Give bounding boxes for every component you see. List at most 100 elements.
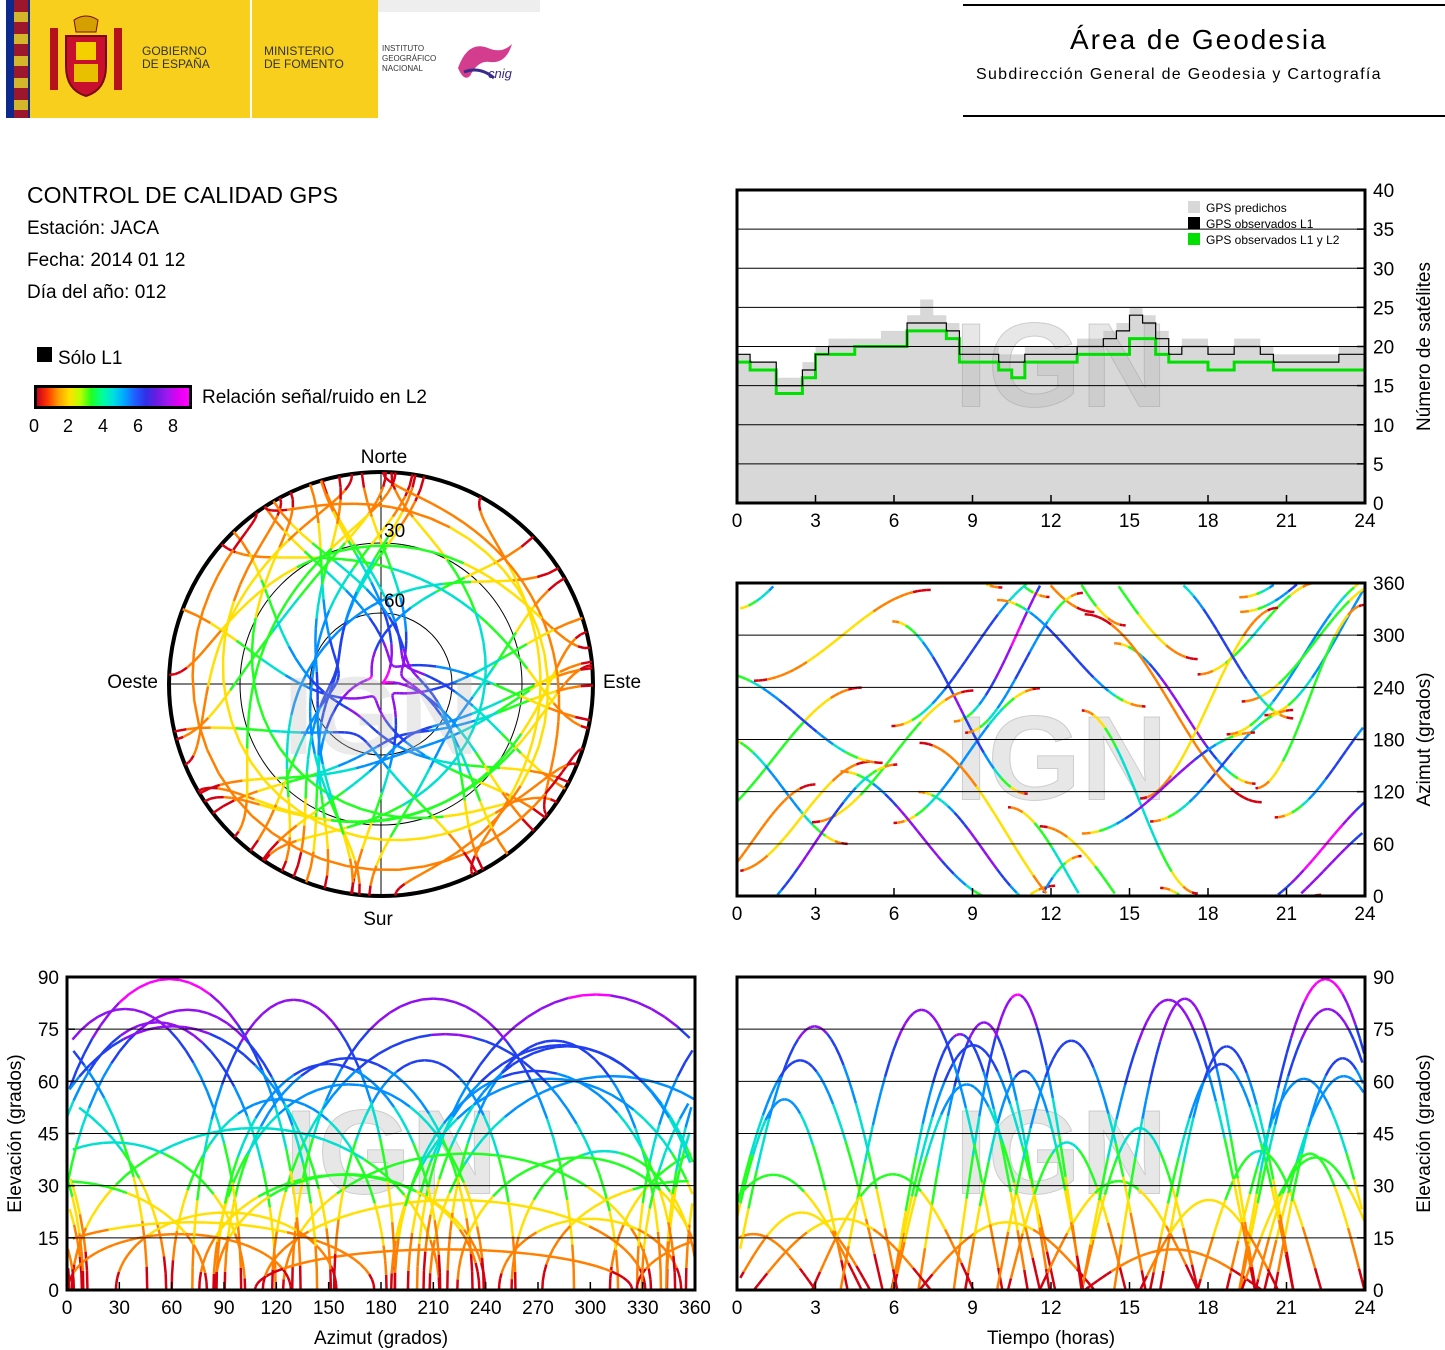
elaz-track-segment — [172, 1025, 185, 1029]
az-track-segment — [921, 641, 928, 648]
elaz-track-segment — [461, 1143, 469, 1161]
skyplot-track-segment — [393, 710, 398, 718]
elaz-track-segment — [641, 1081, 653, 1094]
skyplot-track-segment — [421, 729, 430, 733]
skyplot-track-segment — [217, 772, 235, 797]
az-track-segment — [1235, 640, 1242, 648]
elaz-track-segment — [607, 1159, 618, 1166]
elt-track-segment — [862, 1277, 868, 1285]
skyplot-track-segment — [394, 775, 403, 785]
skyplot-track-segment — [269, 840, 280, 852]
elaz-track-segment — [143, 1145, 155, 1151]
elaz-track-segment — [319, 1248, 326, 1256]
skyplot-track-segment — [354, 519, 364, 528]
elt-track-segment — [1270, 1187, 1277, 1204]
elaz-track-segment — [210, 1101, 218, 1120]
az-track-segment — [1066, 836, 1073, 842]
az-track-segment — [1027, 816, 1033, 821]
az-track-segment — [1291, 809, 1296, 814]
az-track-segment — [1187, 718, 1193, 726]
elt-track-segment — [1194, 1251, 1201, 1256]
skyplot-track-segment — [335, 789, 346, 799]
skyplot-track-segment — [360, 605, 372, 614]
elt-track-segment — [1142, 1127, 1147, 1132]
elaz-track-segment — [487, 1127, 495, 1142]
skyplot-track-segment — [206, 749, 220, 774]
skyplot-track-segment — [389, 827, 397, 838]
skyplot-track-segment — [269, 804, 278, 818]
elt-track-segment — [805, 1126, 811, 1137]
elaz-track-segment — [498, 1201, 514, 1206]
elt-track-segment — [1295, 1039, 1303, 1051]
skyplot-track-segment — [283, 525, 290, 537]
az-track-segment — [985, 583, 991, 587]
elaz-track-segment — [359, 1263, 367, 1270]
elaz-track-segment — [378, 1045, 393, 1055]
elaz-track-segment — [433, 1179, 441, 1198]
elaz-track-segment — [286, 1181, 298, 1189]
az-track-segment — [932, 705, 938, 711]
elaz-track-segment — [326, 1173, 337, 1177]
instituto-line-2: GEOGRÁFICO — [382, 54, 437, 63]
elt-track-segment — [1322, 1094, 1329, 1103]
skyplot-track-segment — [374, 811, 390, 820]
elt-track-segment — [1014, 993, 1018, 997]
skyplot-track-segment — [419, 476, 426, 490]
count-ylabel: Número de satélites — [1414, 262, 1435, 431]
az-track-segment — [813, 836, 820, 845]
elaz-track-segment — [367, 1059, 378, 1066]
skyplot-track-segment — [301, 667, 311, 679]
elaz-xtick-label: 0 — [62, 1298, 73, 1319]
az-track-segment — [978, 699, 984, 706]
skyplot-track-segment — [575, 715, 591, 722]
az-track-segment — [999, 872, 1005, 879]
elaz-track-segment — [675, 1131, 685, 1148]
skyplot-track-segment — [235, 727, 248, 731]
skyplot-track-segment — [427, 815, 444, 820]
az-track-segment — [760, 593, 766, 599]
elaz-track-segment — [68, 1276, 73, 1282]
count-ytick-label: 5 — [1373, 455, 1384, 476]
elaz-track-segment — [632, 1108, 646, 1121]
skyplot-track-segment — [345, 569, 358, 581]
elt-track-segment — [1054, 1116, 1061, 1136]
elaz-track-segment — [97, 1011, 108, 1018]
elt-track-segment — [1289, 1167, 1295, 1175]
az-track-segment — [947, 805, 953, 811]
skyplot-track-segment — [392, 700, 396, 706]
az-track-segment — [1188, 797, 1194, 803]
az-track-segment — [1104, 614, 1109, 620]
az-track-segment — [805, 817, 811, 823]
az-track-segment — [984, 625, 991, 633]
elt-track-segment — [798, 1186, 806, 1193]
az-track-segment — [799, 716, 806, 723]
elaz-track-segment — [409, 1105, 421, 1116]
elt-track-segment — [1041, 1050, 1048, 1066]
az-track-segment — [1292, 589, 1298, 594]
elt-track-segment — [914, 1182, 921, 1197]
az-track-segment — [1141, 658, 1148, 667]
az-track-segment — [1350, 608, 1355, 613]
az-track-segment — [805, 848, 812, 857]
az-track-segment — [1167, 700, 1175, 709]
az-track-segment — [921, 805, 928, 812]
skyplot-track-segment — [403, 620, 408, 632]
az-track-segment — [848, 687, 854, 691]
skyplot-track-segment — [422, 682, 429, 690]
skyplot-track-segment — [223, 618, 230, 639]
elaz-track-segment — [170, 1260, 175, 1276]
elaz-track-segment — [470, 1080, 483, 1093]
elt-track-segment — [766, 1230, 773, 1236]
az-track-segment — [1029, 589, 1034, 594]
elaz-track-segment — [268, 1207, 274, 1228]
az-track-segment — [1260, 710, 1267, 717]
skyplot-track-segment — [480, 686, 486, 702]
elt-track-segment — [1035, 1273, 1042, 1291]
elaz-track-segment — [220, 1038, 234, 1048]
az-track-segment — [988, 805, 995, 814]
elaz-track-segment — [420, 1101, 431, 1115]
elaz-track-segment — [376, 1084, 385, 1095]
elt-track-segment — [927, 1207, 933, 1228]
skyplot-track-segment — [539, 628, 555, 638]
elt-track-segment — [1252, 1202, 1259, 1225]
